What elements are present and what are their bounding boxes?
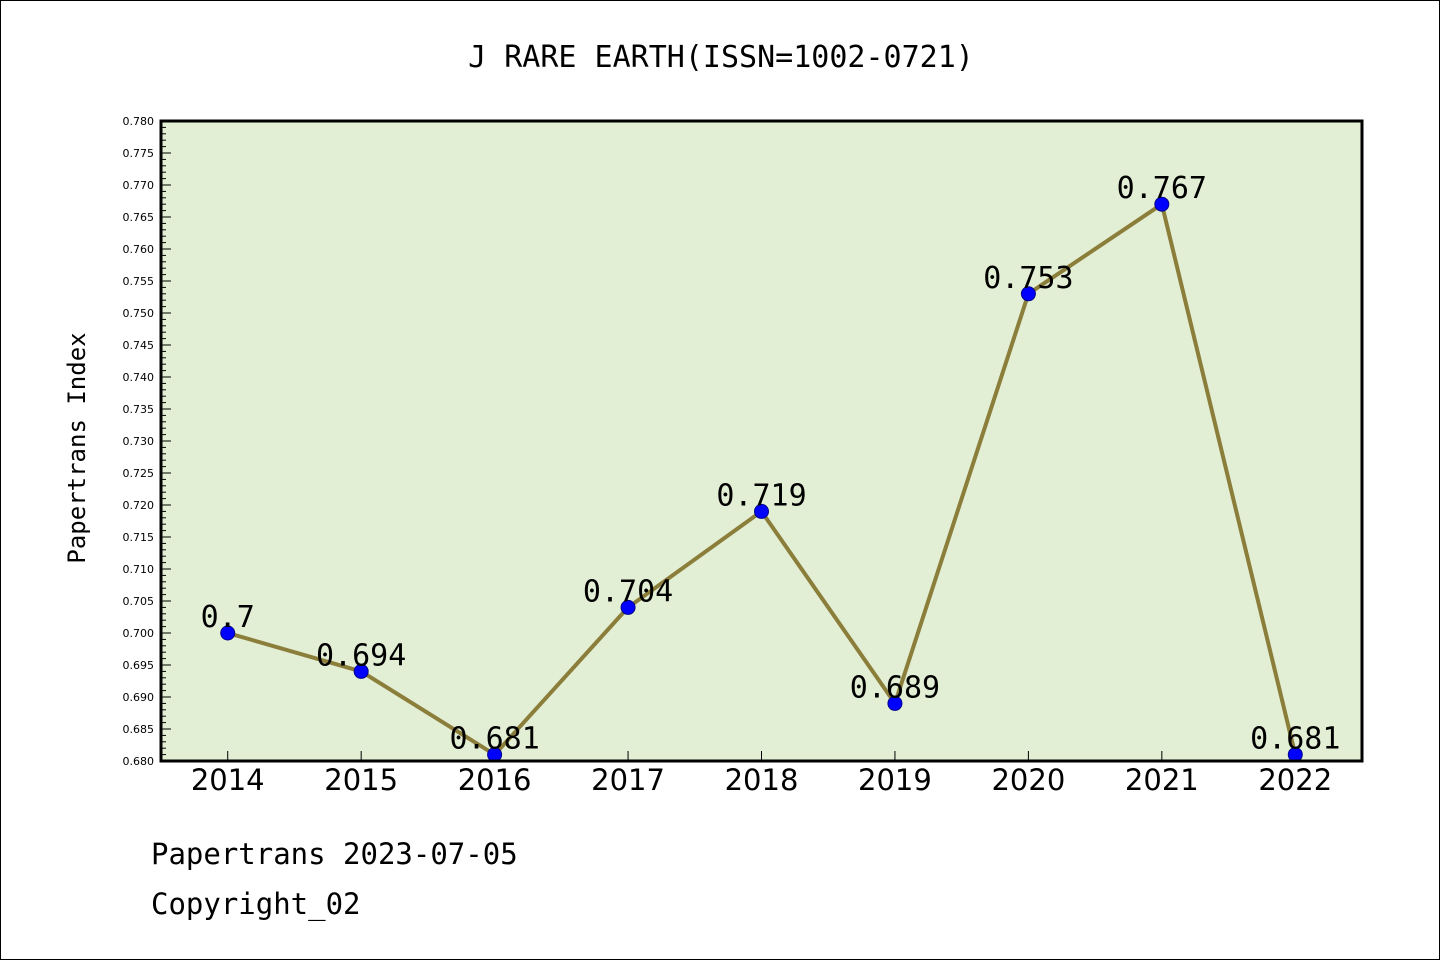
x-tick-label: 2014 [191, 763, 265, 797]
data-label: 0.7 [201, 600, 255, 635]
y-tick-label: 0.690 [123, 691, 155, 704]
y-tick-label: 0.765 [123, 211, 155, 224]
data-label: 0.704 [583, 574, 673, 609]
y-tick-label: 0.685 [123, 723, 155, 736]
y-tick-label: 0.745 [123, 339, 155, 352]
x-tick-label: 2021 [1125, 763, 1199, 797]
data-point-marker [1020, 286, 1036, 302]
plot-layer: 0.680 0.685 0.690 0.695 0.700 0.705 0.710 0.715… [123, 115, 1341, 797]
y-axis-label: Papertrans Index [63, 332, 91, 563]
y-tick-label: 0.775 [123, 147, 155, 160]
chart-title: J RARE EARTH(ISSN=1002-0721) [468, 40, 974, 75]
y-tick-label: 0.770 [123, 179, 155, 192]
x-tick-label: 2015 [324, 763, 398, 797]
plot-border [159, 119, 1364, 763]
data-label: 0.753 [983, 261, 1073, 296]
x-tick-label: 2020 [991, 763, 1065, 797]
x-tick-label: 2019 [858, 763, 932, 797]
y-tick-label: 0.695 [123, 659, 155, 672]
footer-date-line: Papertrans 2023-07-05 [151, 837, 518, 871]
y-tick-label: 0.710 [123, 563, 155, 576]
y-tick-label: 0.715 [123, 531, 155, 544]
y-tick-label: 0.780 [123, 115, 155, 128]
data-point-marker [220, 625, 236, 641]
data-label: 0.767 [1117, 171, 1207, 206]
data-point-marker [887, 695, 903, 711]
data-label: 0.719 [716, 478, 806, 513]
data-point-marker [620, 599, 636, 615]
y-tick-label: 0.720 [123, 499, 155, 512]
y-tick-label: 0.680 [123, 755, 155, 768]
y-tick-label: 0.760 [123, 243, 155, 256]
data-label: 0.689 [850, 670, 940, 705]
x-tick-label: 2016 [458, 763, 532, 797]
y-tick-label: 0.700 [123, 627, 155, 640]
footer-copyright-line: Copyright_02 [151, 887, 361, 921]
y-tick-label: 0.730 [123, 435, 155, 448]
data-point-marker [353, 663, 369, 679]
x-tick-label: 2022 [1258, 763, 1332, 797]
data-label: 0.681 [449, 722, 539, 757]
data-point-marker [754, 503, 769, 519]
y-tick-label: 0.750 [123, 307, 155, 320]
plot-area [161, 121, 1362, 761]
y-tick-label: 0.705 [123, 595, 155, 608]
y-tick-label: 0.725 [123, 467, 155, 480]
x-tick-label: 2018 [725, 763, 799, 797]
data-label: 0.681 [1250, 722, 1340, 757]
data-point-marker [1154, 196, 1170, 212]
x-tick-label: 2017 [591, 763, 665, 797]
y-tick-label: 0.755 [123, 275, 155, 288]
y-tick-label: 0.740 [123, 371, 155, 384]
data-label: 0.694 [316, 638, 406, 673]
y-tick-label: 0.735 [123, 403, 155, 416]
